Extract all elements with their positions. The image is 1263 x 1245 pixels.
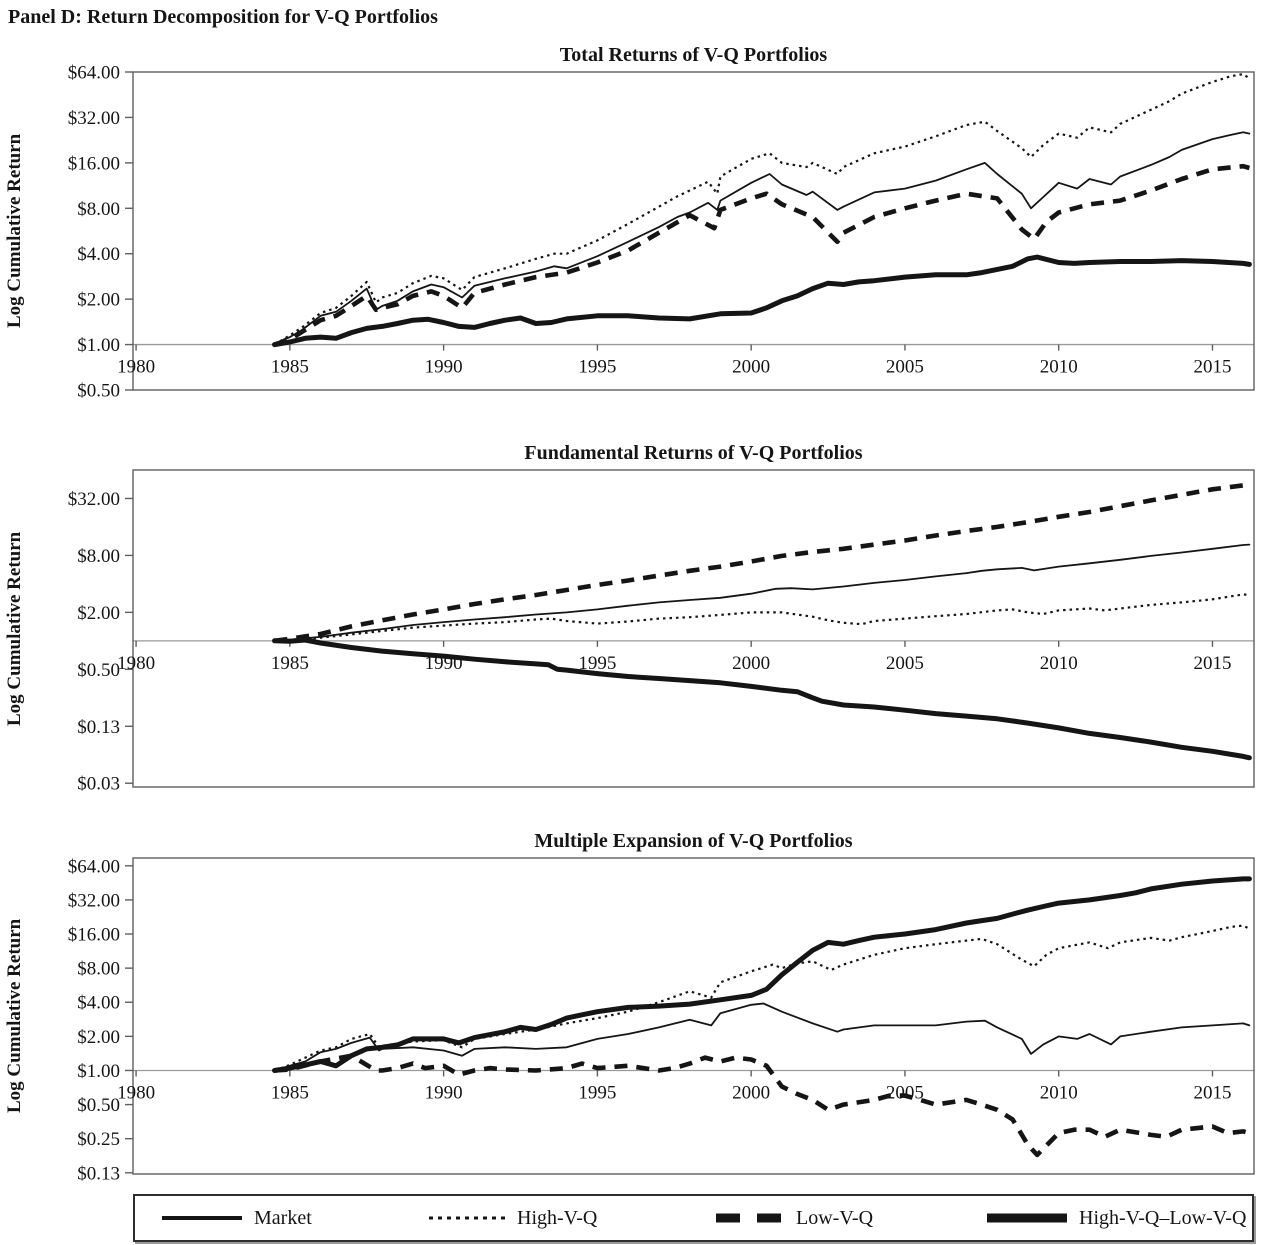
- legend-item-low-v-q: Low-V-Q: [714, 1196, 873, 1240]
- svg-text:2015: 2015: [1193, 357, 1231, 378]
- svg-text:$32.00: $32.00: [68, 489, 120, 510]
- svg-text:$0.50: $0.50: [77, 381, 120, 402]
- market-line-swatch: [162, 1216, 242, 1220]
- fundamental-returns-chart: $32.00 $8.00 $2.00 $0.50 $0.13 $0.03 1980 1985 1…: [68, 469, 1255, 795]
- svg-text:$64.00: $64.00: [68, 63, 120, 84]
- svg-text:1985: 1985: [271, 653, 309, 674]
- svg-text:2005: 2005: [886, 1082, 924, 1103]
- svg-text:1990: 1990: [425, 357, 463, 378]
- svg-text:$1.00: $1.00: [77, 1061, 120, 1082]
- svg-text:2000: 2000: [732, 653, 770, 674]
- multiple-expansion-chart: $64.00 $32.00 $16.00 $8.00 $4.00 $2.00 $1.00 $0…: [68, 856, 1255, 1184]
- svg-text:2010: 2010: [1040, 653, 1078, 674]
- legend-label-high-v-q-minus-low-v-q: High-V-Q–Low-V-Q: [1079, 1206, 1247, 1229]
- chart-title-total-returns: Total Returns of V-Q Portfolios: [559, 44, 828, 66]
- svg-text:$2.00: $2.00: [77, 1027, 120, 1048]
- chart-title-multiple-expansion: Multiple Expansion of V-Q Portfolios: [534, 830, 853, 852]
- svg-text:1995: 1995: [578, 653, 616, 674]
- legend-label-high-v-q: High-V-Q: [517, 1206, 598, 1229]
- svg-text:2015: 2015: [1193, 653, 1231, 674]
- svg-text:$4.00: $4.00: [77, 993, 120, 1014]
- svg-text:$16.00: $16.00: [68, 925, 120, 946]
- chart-title-fundamental-returns: Fundamental Returns of V-Q Portfolios: [524, 442, 863, 464]
- svg-text:2010: 2010: [1040, 1082, 1078, 1103]
- svg-text:$0.50: $0.50: [77, 660, 120, 681]
- svg-text:1995: 1995: [578, 1082, 616, 1103]
- svg-text:1985: 1985: [271, 1082, 309, 1103]
- svg-text:$2.00: $2.00: [77, 603, 120, 624]
- svg-text:$1.00: $1.00: [77, 335, 120, 356]
- high-v-q-minus-low-v-q-line-swatch: [987, 1213, 1067, 1223]
- svg-text:$32.00: $32.00: [68, 108, 120, 129]
- svg-text:1980: 1980: [117, 357, 155, 378]
- svg-text:$0.25: $0.25: [77, 1129, 120, 1150]
- svg-text:1980: 1980: [117, 653, 155, 674]
- svg-text:$8.00: $8.00: [77, 546, 120, 567]
- panel-title: Panel D: Return Decomposition for V-Q Po…: [8, 6, 438, 28]
- svg-text:2000: 2000: [732, 1082, 770, 1103]
- svg-text:2005: 2005: [886, 653, 924, 674]
- svg-text:1980: 1980: [117, 1082, 155, 1103]
- svg-text:$8.00: $8.00: [77, 199, 120, 220]
- svg-text:$0.50: $0.50: [77, 1095, 120, 1116]
- legend-item-market: Market: [160, 1196, 312, 1240]
- svg-text:$8.00: $8.00: [77, 959, 120, 980]
- svg-text:2010: 2010: [1040, 357, 1078, 378]
- svg-text:1985: 1985: [271, 357, 309, 378]
- low-v-q-line-swatch: [716, 1213, 784, 1223]
- svg-text:2000: 2000: [732, 357, 770, 378]
- svg-text:$2.00: $2.00: [77, 290, 120, 311]
- legend-item-high-v-q-minus-low-v-q: High-V-Q–Low-V-Q: [985, 1196, 1246, 1240]
- svg-text:$32.00: $32.00: [68, 890, 120, 911]
- svg-text:2015: 2015: [1193, 1082, 1231, 1103]
- svg-text:$16.00: $16.00: [68, 153, 120, 174]
- svg-text:2005: 2005: [886, 357, 924, 378]
- legend-label-market: Market: [254, 1206, 312, 1229]
- svg-text:1995: 1995: [578, 357, 616, 378]
- high-v-q-line-swatch: [429, 1216, 505, 1220]
- legend-item-high-v-q: High-V-Q: [427, 1196, 597, 1240]
- svg-text:$64.00: $64.00: [68, 856, 120, 877]
- svg-text:$0.13: $0.13: [77, 1163, 120, 1184]
- svg-text:$0.03: $0.03: [77, 774, 120, 795]
- svg-text:1990: 1990: [425, 1082, 463, 1103]
- svg-text:$0.13: $0.13: [77, 717, 120, 738]
- legend: Market High-V-Q Low-V-Q High-V-Q–Low-V-Q: [133, 1194, 1254, 1242]
- total-returns-chart: $64.00 $32.00 $16.00 $8.00 $4.00 $2.00 $1.00 $0…: [68, 63, 1255, 402]
- svg-text:$4.00: $4.00: [77, 244, 120, 265]
- legend-label-low-v-q: Low-V-Q: [796, 1206, 874, 1229]
